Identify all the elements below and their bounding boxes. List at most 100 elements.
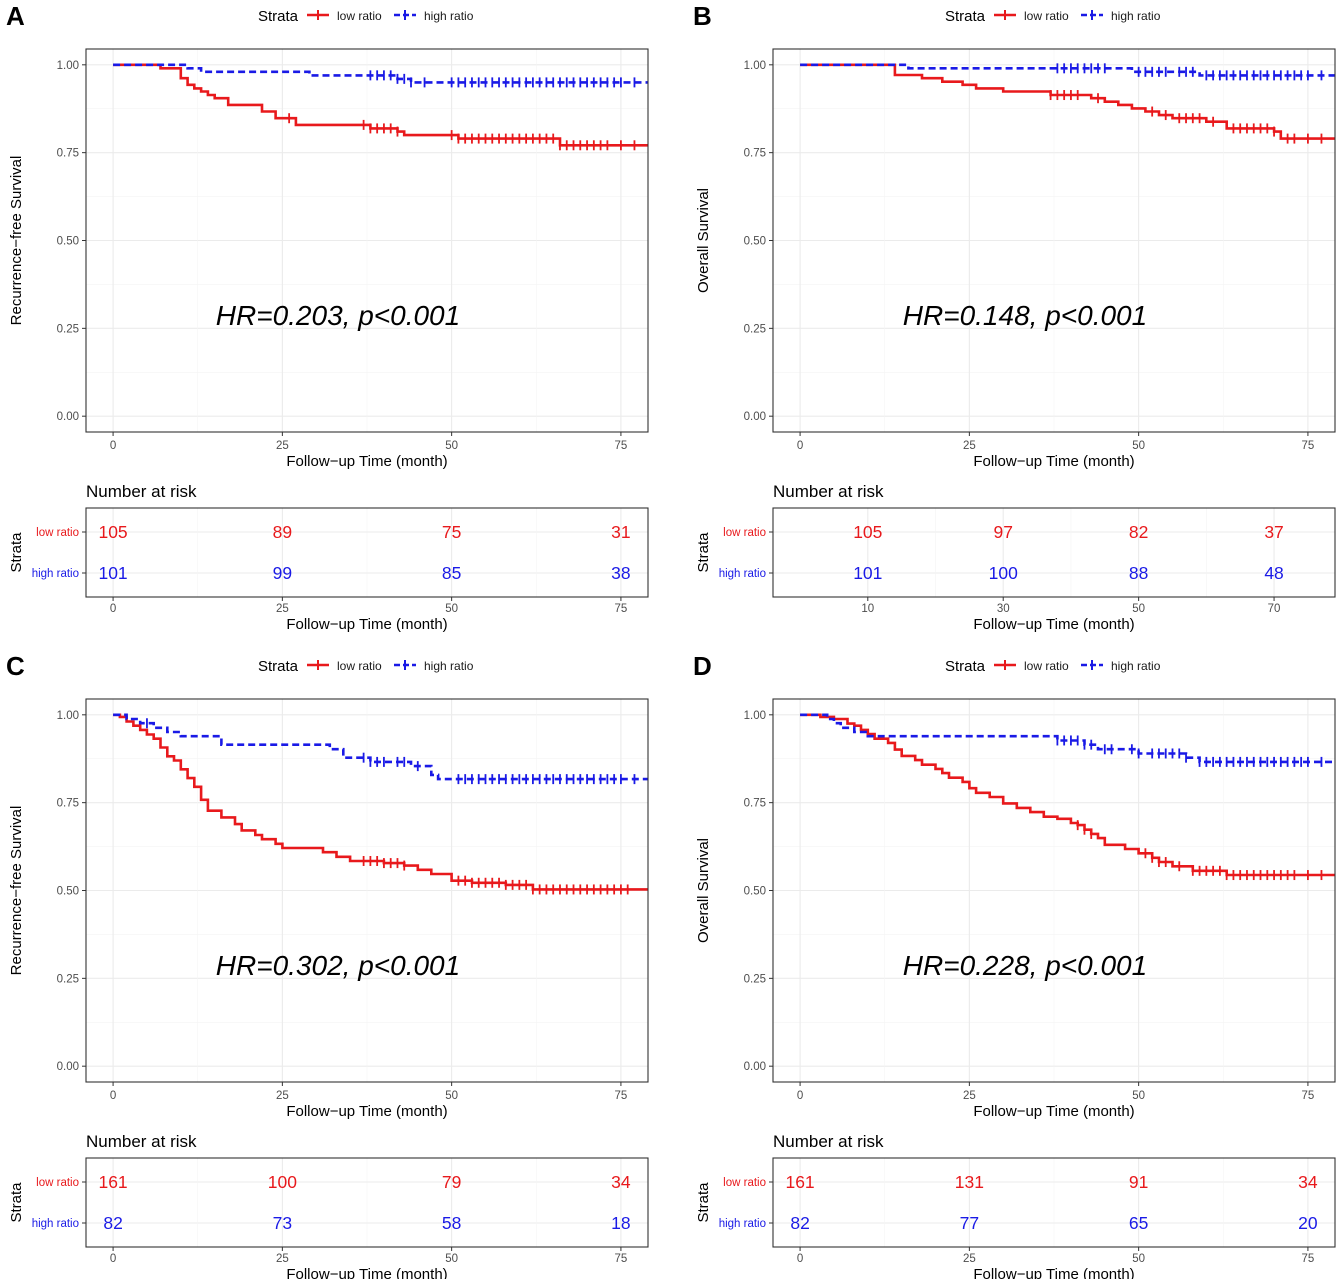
x-tick-label: 0 [797,1090,803,1102]
risk-count-high: 99 [273,563,292,583]
risk-count-low: 161 [98,1172,127,1192]
y-tick-label: 0.25 [57,323,79,335]
km-curve-high [113,63,648,84]
risk-table-border [772,1157,1336,1248]
legend-low-label: low ratio [1024,659,1069,673]
x-axis-title: Follow−up Time (month) [286,1103,447,1120]
legend-high-label: high ratio [424,9,474,23]
risk-table: Number at risk low ratio high ratio Strata 1… [8,1132,649,1279]
risk-row-label-low: low ratio [723,1177,766,1189]
y-tick-label: 0.00 [744,411,766,423]
risk-table-border [85,507,649,598]
risk-count-low: 82 [1129,522,1148,542]
risk-count-low: 79 [442,1172,461,1192]
x-tick-label: 75 [1302,1090,1315,1102]
risk-x-tick-label: 0 [797,1253,803,1265]
x-tick-label: 50 [445,1090,458,1102]
legend-high-label: high ratio [1111,9,1161,23]
km-panel-c: C Strata low ratio high ratio 0.00 0.25 0.50 0.… [6,651,649,1279]
risk-x-tick-label: 25 [963,1253,976,1265]
risk-count-low: 105 [98,522,127,542]
y-tick-label: 0.00 [57,411,79,423]
x-tick-label: 75 [615,1090,628,1102]
legend-low-label: low ratio [337,9,382,23]
risk-x-tick-label: 25 [276,603,289,615]
risk-y-axis-title: Strata [8,1182,25,1223]
x-tick-label: 25 [963,440,976,452]
risk-y-axis-title: Strata [8,532,25,573]
risk-count-high: 73 [273,1213,292,1233]
risk-count-low: 161 [785,1172,814,1192]
risk-x-tick-label: 0 [110,1253,116,1265]
y-tick-label: 0.75 [744,148,766,160]
risk-count-low: 37 [1264,522,1283,542]
risk-row-label-low: low ratio [36,1177,79,1189]
y-tick-label: 1.00 [57,60,79,72]
x-axis-title: Follow−up Time (month) [973,1103,1134,1120]
risk-count-low: 100 [268,1172,297,1192]
x-axis-title: Follow−up Time (month) [973,453,1134,470]
risk-count-high: 101 [853,563,882,583]
risk-x-axis-title: Follow−up Time (month) [973,1266,1134,1279]
risk-x-tick-label: 70 [1268,603,1281,615]
legend: Strata low ratio high ratio [258,8,474,25]
risk-table: Number at risk low ratio high ratio Strata 1… [8,482,649,633]
risk-count-low: 131 [955,1172,984,1192]
plot-grid [773,49,1335,432]
risk-x-tick-label: 50 [1132,1253,1145,1265]
x-tick-label: 25 [963,1090,976,1102]
y-tick-label: 0.00 [57,1061,79,1073]
risk-row-label-low: low ratio [36,527,79,539]
y-tick-label: 1.00 [744,60,766,72]
risk-x-tick-label: 75 [1302,1253,1315,1265]
plot-border [85,698,649,1083]
x-tick-label: 0 [110,1090,116,1102]
km-panel-b: B Strata low ratio high ratio 0.00 0.25 0.50 0.… [693,1,1336,633]
x-tick-label: 75 [1302,440,1315,452]
risk-count-high: 77 [960,1213,979,1233]
legend-title: Strata [945,658,986,675]
risk-row-label-high: high ratio [32,1218,79,1230]
y-tick-label: 0.50 [744,886,766,898]
y-tick-label: 0.50 [57,886,79,898]
legend: Strata low ratio high ratio [945,658,1161,675]
risk-count-low: 34 [1298,1172,1318,1192]
km-panel-a: A Strata low ratio high ratio 0.00 0.25 0.50 0.… [6,1,649,633]
risk-count-low: 31 [611,522,630,542]
risk-count-high: 58 [442,1213,461,1233]
risk-y-axis-title: Strata [695,1182,712,1223]
risk-row-label-low: low ratio [723,527,766,539]
risk-x-axis-title: Follow−up Time (month) [286,616,447,633]
risk-x-tick-label: 25 [276,1253,289,1265]
y-axis-title: Overall Survival [695,838,712,943]
y-axis-title: Recurrence−free Survival [8,806,25,976]
hr-annotation: HR=0.203, p<0.001 [216,300,460,331]
y-tick-label: 0.50 [744,236,766,248]
km-curve-high [800,63,1335,77]
legend-low-label: low ratio [1024,9,1069,23]
risk-x-tick-label: 50 [445,603,458,615]
y-tick-label: 0.75 [744,798,766,810]
risk-count-high: 18 [611,1213,630,1233]
risk-count-high: 38 [611,563,630,583]
risk-count-low: 75 [442,522,461,542]
risk-count-high: 101 [98,563,127,583]
x-tick-label: 0 [797,440,803,452]
plot-border [85,48,649,433]
risk-count-high: 82 [790,1213,809,1233]
risk-table-title: Number at risk [86,1132,197,1151]
y-tick-label: 0.25 [57,973,79,985]
y-tick-label: 1.00 [744,710,766,722]
x-tick-label: 25 [276,440,289,452]
risk-count-high: 65 [1129,1213,1148,1233]
risk-y-axis-title: Strata [695,532,712,573]
risk-x-tick-label: 0 [110,603,116,615]
panel-label: A [6,1,25,31]
risk-x-tick-label: 30 [997,603,1010,615]
y-tick-label: 0.50 [57,236,79,248]
x-axis-title: Follow−up Time (month) [286,453,447,470]
risk-count-high: 48 [1264,563,1283,583]
plot-border [772,698,1336,1083]
risk-table-title: Number at risk [773,482,884,501]
risk-x-tick-label: 50 [1132,603,1145,615]
